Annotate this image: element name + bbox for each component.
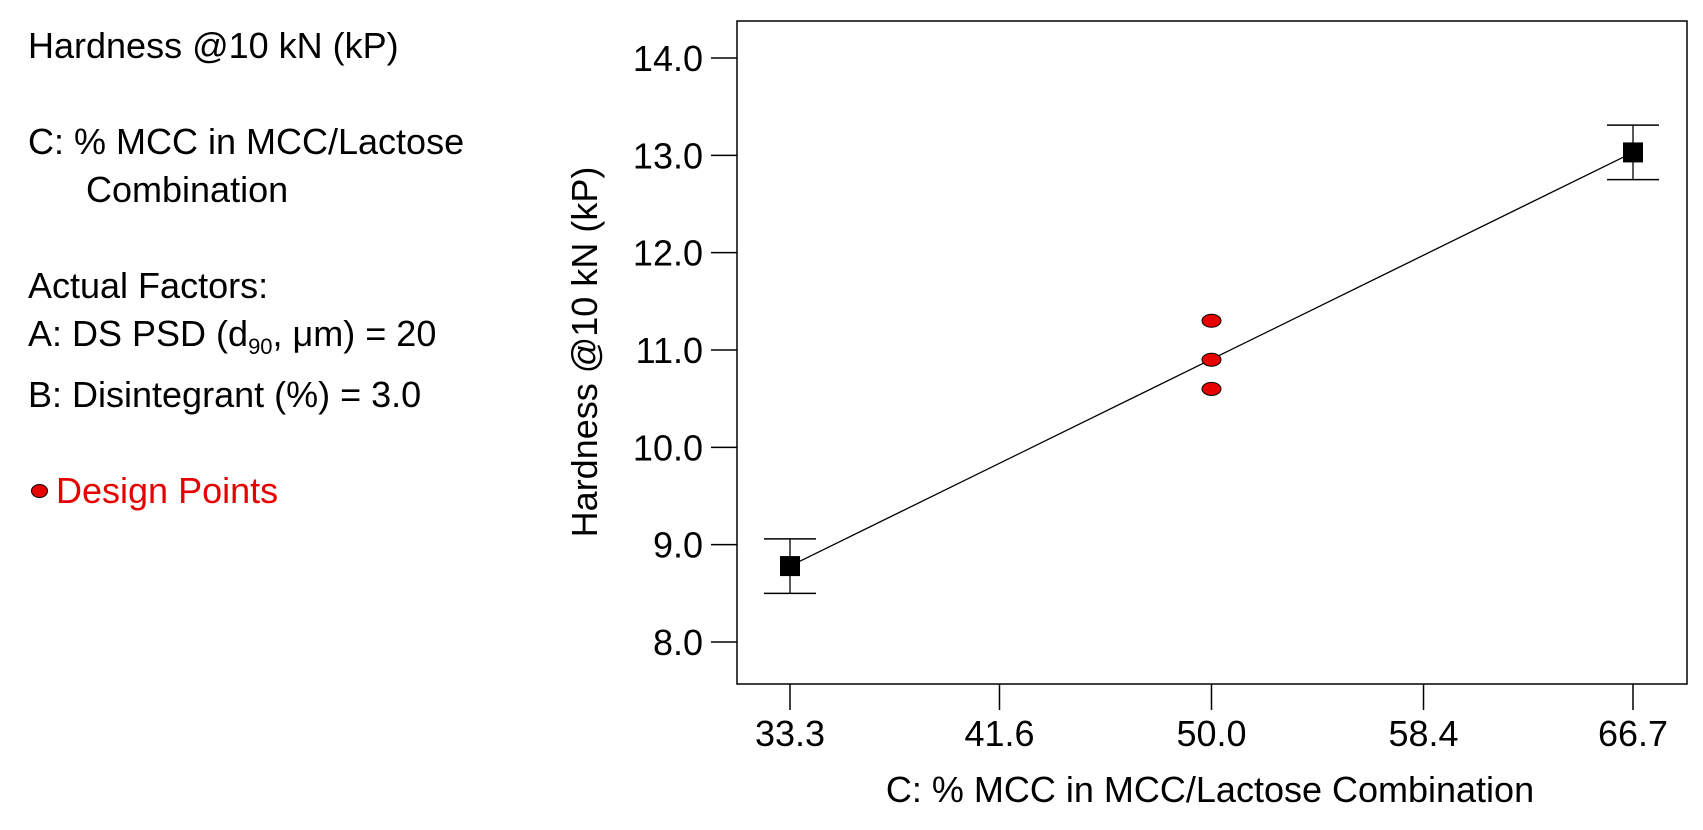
interval-point-0 xyxy=(780,556,800,577)
x-axis: 33.3 41.6 50.0 58.4 66.7 xyxy=(755,684,1668,754)
x-tick-label-1: 41.6 xyxy=(964,713,1034,754)
x-axis-label: C: % MCC in MCC/Lactose Combination xyxy=(886,769,1534,810)
actual-factors-heading: Actual Factors: xyxy=(28,265,269,306)
y-tick-label-2: 10.0 xyxy=(633,427,703,468)
y-axis-label: Hardness @10 kN (kP) xyxy=(564,167,605,538)
y-tick-label-1: 9.0 xyxy=(653,525,703,566)
factor-a-value: A: DS PSD (d90, μm) = 20 xyxy=(28,310,464,371)
factor-b-value: B: Disintegrant (%) = 3.0 xyxy=(28,374,422,416)
factor-a-prefix: A: DS PSD (d xyxy=(28,313,249,354)
factor-c-label-continued: Combination xyxy=(86,169,289,210)
legend-design-points: Design Points xyxy=(28,467,464,515)
y-tick-label-4: 12.0 xyxy=(633,233,703,274)
y-tick-label-0: 8.0 xyxy=(653,622,703,663)
design-point-1 xyxy=(1201,352,1222,367)
design-point-2 xyxy=(1201,381,1222,396)
design-point-0 xyxy=(1201,313,1222,328)
y-tick-label-5: 13.0 xyxy=(633,135,703,176)
interval-point-1 xyxy=(1623,142,1643,163)
factor-a-subscript: 90 xyxy=(248,334,273,360)
response-name: Hardness @10 kN (kP) xyxy=(28,25,399,66)
y-axis: 8.0 9.0 10.0 11.0 12.0 13.0 14.0 xyxy=(633,38,737,663)
plot-frame xyxy=(736,20,1688,685)
x-tick-label-3: 58.4 xyxy=(1388,713,1458,754)
factor-info-panel: Hardness @10 kN (kP) C: % MCC in MCC/Lac… xyxy=(28,22,464,515)
factor-c-label: C: % MCC in MCC/Lactose xyxy=(28,121,465,162)
y-tick-label-3: 11.0 xyxy=(636,330,703,371)
x-tick-label-2: 50.0 xyxy=(1176,713,1246,754)
design-point-marker-icon xyxy=(31,484,48,499)
x-tick-label-0: 33.3 xyxy=(755,713,825,754)
legend-label: Design Points xyxy=(56,470,279,512)
factor-a-suffix: , μm) = 20 xyxy=(272,313,437,354)
interval-points-group xyxy=(764,124,1659,595)
design-points-group xyxy=(1201,313,1222,396)
x-tick-label-4: 66.7 xyxy=(1598,713,1668,754)
y-tick-label-6: 14.0 xyxy=(633,38,703,79)
